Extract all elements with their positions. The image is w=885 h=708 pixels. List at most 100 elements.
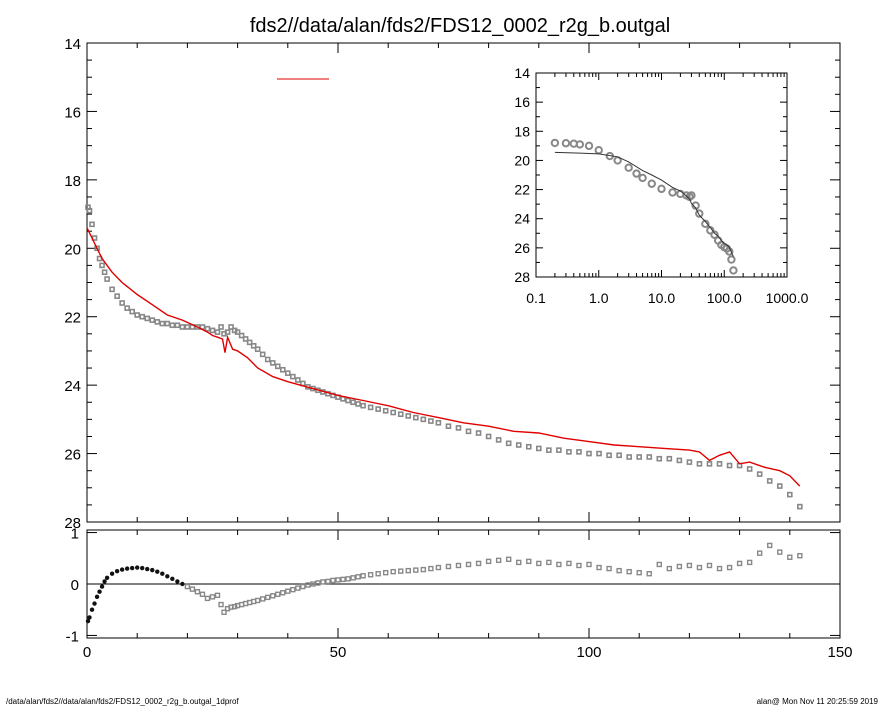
main-data-point — [413, 414, 419, 421]
main-data-point — [214, 329, 221, 335]
main-data-point — [254, 346, 261, 353]
residual-ytick-label: 0 — [71, 577, 79, 594]
residual-data-point — [390, 568, 396, 575]
main-data-point — [144, 315, 151, 322]
residual-data-point — [616, 567, 622, 574]
residual-data-point — [676, 563, 683, 570]
residual-data-point — [428, 565, 434, 572]
residual-data-point — [485, 558, 492, 565]
residual-data-point — [330, 577, 336, 584]
residual-data-point — [109, 571, 115, 576]
residual-data-point — [646, 571, 652, 577]
main-data-point — [264, 356, 271, 363]
residual-data-point — [576, 562, 582, 569]
main-ytick-label: 20 — [64, 241, 81, 258]
residual-data-point — [475, 560, 482, 567]
main-data-point — [99, 262, 105, 269]
residual-data-point — [180, 581, 185, 587]
residual-data-point — [777, 549, 783, 555]
main-data-point — [367, 404, 374, 411]
residual-data-point — [204, 595, 211, 602]
main-data-point — [159, 320, 166, 327]
main-data-point — [525, 443, 532, 450]
main-data-point — [756, 471, 763, 477]
residual-data-point — [305, 582, 311, 588]
main-data-point — [238, 332, 245, 339]
main-data-point — [350, 399, 356, 406]
residual-data-point — [300, 583, 306, 590]
main-data-point — [495, 437, 502, 443]
main-data-point — [626, 454, 632, 460]
inset-data-point — [647, 179, 656, 188]
main-ytick-label: 22 — [64, 310, 81, 327]
main-data-point — [666, 455, 673, 462]
main-data-point — [576, 449, 582, 455]
main-ytick-label: 24 — [64, 378, 81, 395]
main-data-point — [726, 462, 733, 469]
residual-xtick-label: 0 — [83, 644, 91, 661]
residual-data-point — [129, 565, 135, 571]
main-data-point — [295, 377, 301, 383]
residual-data-point — [787, 554, 793, 560]
main-data-point — [535, 445, 542, 452]
residual-data-point — [536, 560, 542, 567]
residual-data-point — [656, 561, 662, 568]
residual-data-point — [360, 573, 366, 579]
inset-ytick-label: 22 — [514, 182, 530, 198]
main-data-point — [696, 461, 703, 467]
inset-ytick-label: 24 — [514, 211, 530, 227]
main-data-point — [428, 418, 434, 424]
residual-data-point — [686, 562, 693, 569]
main-data-point — [139, 313, 146, 320]
residual-data-point — [165, 574, 170, 579]
inset-ytick-label: 28 — [514, 269, 530, 285]
main-bulge-model-line — [86, 227, 801, 487]
residual-data-point — [797, 553, 803, 559]
residual-data-point — [104, 575, 110, 581]
main-profile-plot: 14 16 18 20 22 24 26 28 — [64, 36, 841, 532]
main-data-point — [766, 478, 773, 484]
main-data-point — [129, 308, 135, 315]
residual-data-point — [155, 569, 160, 574]
main-data-point — [420, 416, 427, 423]
main-data-point — [355, 401, 361, 407]
residual-data-point — [666, 565, 673, 572]
residual-data-point — [606, 565, 612, 572]
main-data-point — [345, 397, 351, 404]
main-data-point — [716, 461, 723, 467]
residual-data-point — [325, 578, 331, 585]
inset-xtick-label: 10.0 — [648, 290, 675, 306]
residual-data-point — [398, 568, 404, 574]
main-data-point — [94, 245, 100, 252]
main-data-point — [746, 466, 753, 472]
residual-data-point — [135, 565, 140, 570]
inset-data-point — [729, 266, 738, 275]
main-data-point — [556, 447, 562, 453]
main-data-point — [290, 373, 296, 380]
residual-xtick-label: 100 — [576, 644, 601, 661]
main-data-point — [89, 221, 95, 228]
residual-data-point — [495, 557, 502, 564]
main-data-point — [234, 329, 241, 335]
inset-ytick-label: 20 — [514, 152, 530, 168]
residual-data-point — [119, 567, 125, 572]
residual-data-point — [97, 589, 102, 594]
residual-data-point — [726, 564, 733, 571]
main-data-point — [706, 461, 713, 467]
residual-data-point — [355, 574, 361, 580]
main-data-point — [636, 454, 643, 460]
inset-data-point — [687, 191, 696, 200]
main-data-point — [776, 483, 783, 489]
main-data-point — [546, 447, 552, 453]
residual-data-point — [586, 561, 592, 568]
residual-data-point — [184, 583, 191, 590]
inset-log-plot: 14 16 18 20 22 24 26 28 0.1 1.0 10.0 100.0 1000.0 — [514, 65, 808, 306]
main-data-point — [119, 300, 125, 306]
inset-data-point — [695, 209, 704, 218]
residual-data-point — [716, 565, 723, 572]
residual-data-point — [85, 618, 91, 624]
main-data-point — [566, 449, 572, 455]
main-data-point — [686, 459, 693, 465]
residual-data-point — [102, 579, 107, 584]
main-data-point — [797, 503, 803, 510]
